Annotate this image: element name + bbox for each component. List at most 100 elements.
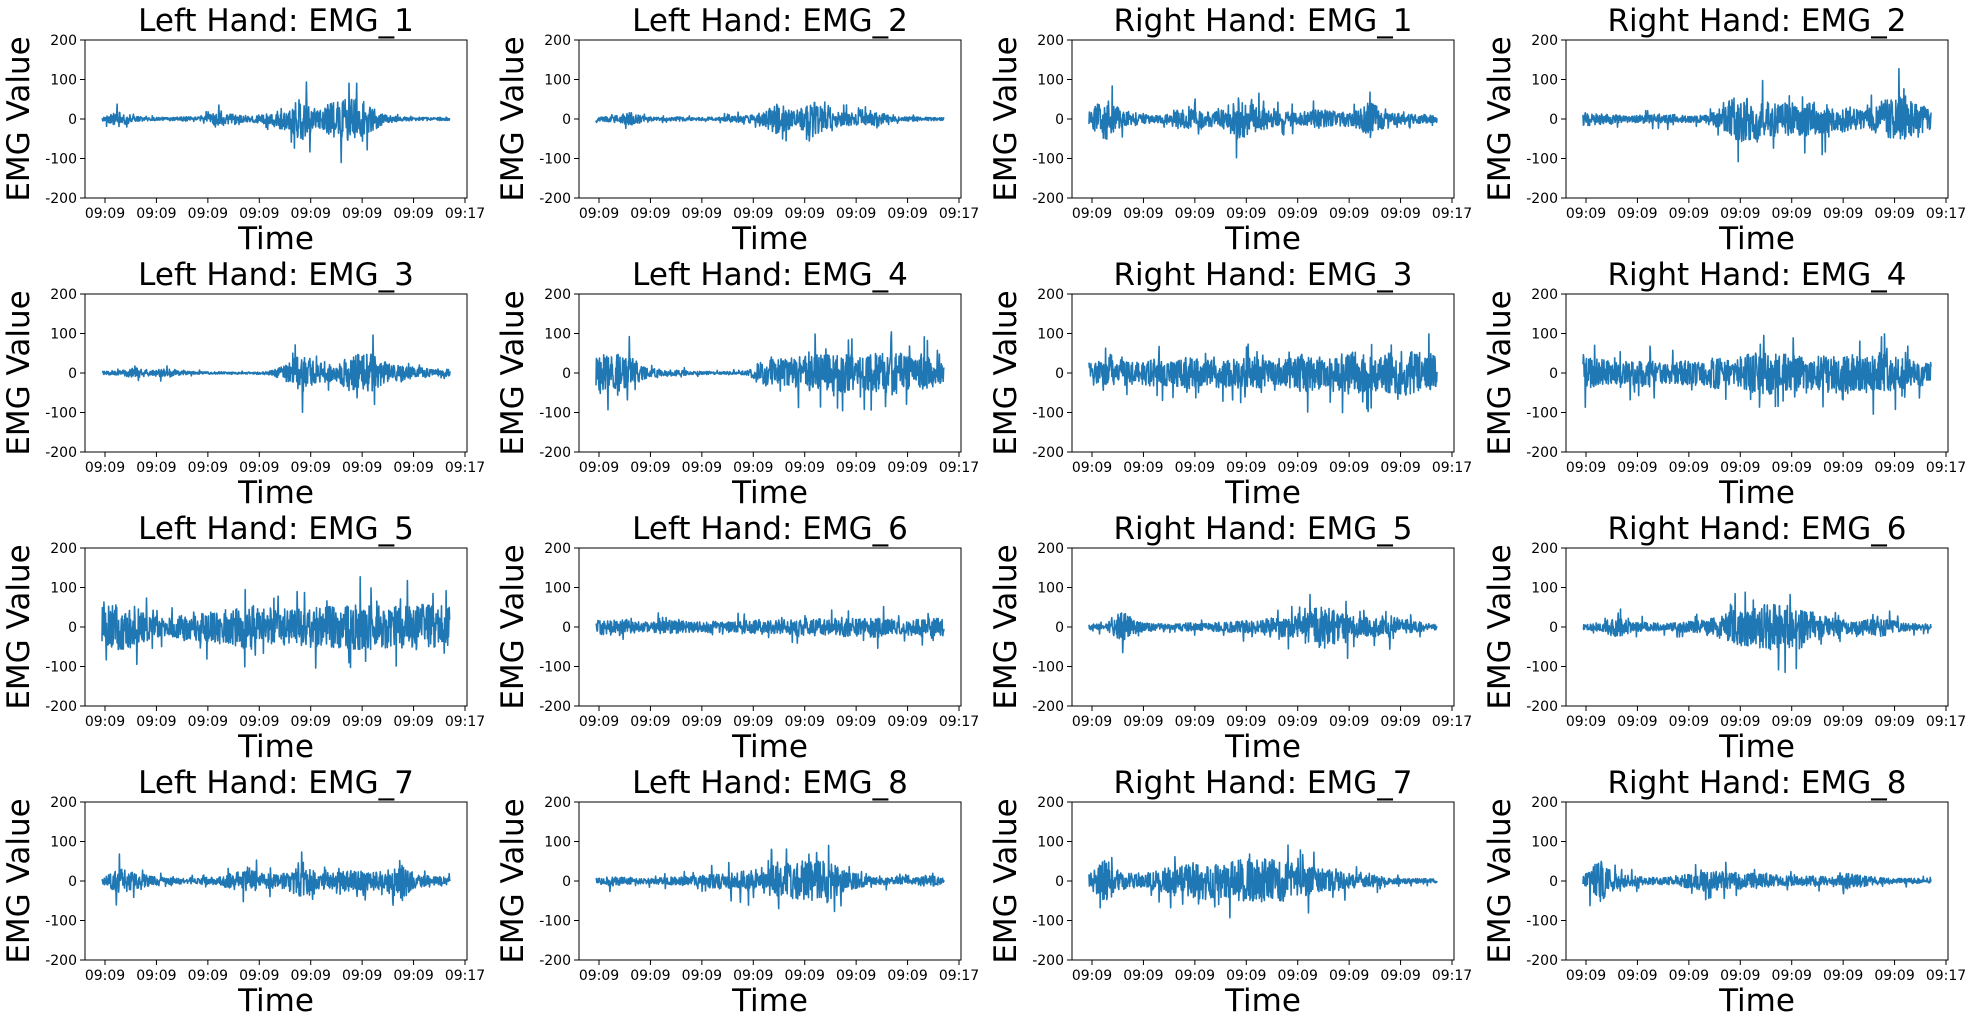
- y-tick-label: -100: [45, 406, 77, 422]
- emg-signal-line: [1582, 67, 1932, 163]
- y-tick-label: 0: [68, 874, 77, 890]
- subplot-title: Left Hand: EMG_8: [632, 765, 908, 801]
- y-tick-label: -200: [1526, 191, 1558, 207]
- x-tick-label: 09:09: [1823, 968, 1863, 984]
- emg-signal-line: [595, 844, 945, 913]
- x-tick-label: 09:09: [579, 968, 619, 984]
- y-axis-label: EMG Value: [495, 290, 531, 455]
- x-tick-label: 09:09: [1669, 206, 1709, 222]
- x-tick-label: 09:09: [1566, 460, 1606, 476]
- x-tick-label: 09:09: [1278, 968, 1318, 984]
- x-tick-label: 09:09: [630, 968, 670, 984]
- y-tick-label: 100: [1531, 835, 1558, 851]
- x-tick-label: 09:09: [630, 714, 670, 730]
- y-tick-label: 100: [544, 327, 571, 343]
- subplot-6: Left Hand: EMG_4 EMG Value Time 200 100 0 -100…: [495, 257, 979, 511]
- x-axis-label: Time: [1224, 475, 1301, 511]
- emg-signal-line: [1582, 591, 1932, 674]
- x-tick-label: 09:17: [1926, 968, 1966, 984]
- y-tick-label: 0: [1055, 620, 1064, 636]
- subplot-title: Right Hand: EMG_1: [1114, 3, 1413, 39]
- x-tick-label: 09:09: [1123, 460, 1163, 476]
- x-tick-label: 09:09: [1823, 206, 1863, 222]
- plot-frame: [578, 801, 962, 961]
- y-tick-label: -100: [45, 914, 77, 930]
- x-tick-label: 09:09: [239, 968, 279, 984]
- x-tick-label: 09:09: [1072, 714, 1112, 730]
- subplot-title: Left Hand: EMG_7: [138, 765, 414, 801]
- x-tick-label: 09:09: [682, 714, 722, 730]
- x-tick-label: 09:09: [682, 968, 722, 984]
- y-axis-label: EMG Value: [1, 36, 37, 201]
- x-tick-label: 09:17: [1926, 714, 1966, 730]
- x-tick-label: 09:09: [136, 968, 176, 984]
- subplot-4: Right Hand: EMG_2 EMG Value Time 200 100 0 -10…: [1482, 3, 1966, 257]
- y-axis-label: EMG Value: [988, 36, 1024, 201]
- x-tick-label: 09:09: [342, 714, 382, 730]
- y-tick-label: 200: [1531, 795, 1558, 811]
- x-tick-label: 09:09: [1226, 460, 1266, 476]
- plot-frame: [1565, 293, 1949, 453]
- y-axis-label: EMG Value: [988, 290, 1024, 455]
- y-axis-label: EMG Value: [1482, 798, 1518, 963]
- y-tick-label: -200: [1526, 699, 1558, 715]
- y-tick-label: 200: [1531, 541, 1558, 557]
- x-tick-label: 09:09: [733, 714, 773, 730]
- x-tick-label: 09:09: [1874, 714, 1914, 730]
- x-tick-label: 09:09: [1072, 968, 1112, 984]
- plot-frame: [84, 801, 468, 961]
- x-tick-label: 09:09: [1278, 714, 1318, 730]
- x-tick-label: 09:09: [1380, 714, 1420, 730]
- y-tick-label: 100: [1531, 581, 1558, 597]
- x-axis-label: Time: [731, 221, 808, 257]
- x-tick-label: 09:09: [291, 714, 331, 730]
- x-tick-label: 09:09: [136, 206, 176, 222]
- plot-frame: [578, 39, 962, 199]
- y-axis-label: EMG Value: [988, 798, 1024, 963]
- y-tick-label: 0: [68, 366, 77, 382]
- x-tick-label: 09:09: [1329, 460, 1369, 476]
- y-tick-label: -200: [45, 953, 77, 969]
- y-tick-label: -100: [1526, 660, 1558, 676]
- x-tick-label: 09:09: [1278, 460, 1318, 476]
- x-tick-label: 09:09: [785, 460, 825, 476]
- x-tick-label: 09:09: [630, 206, 670, 222]
- y-axis-label: EMG Value: [1482, 290, 1518, 455]
- x-tick-label: 09:17: [1432, 460, 1472, 476]
- y-tick-label: 200: [1037, 33, 1064, 49]
- x-tick-label: 09:17: [445, 206, 485, 222]
- x-tick-label: 09:09: [1617, 206, 1657, 222]
- x-tick-label: 09:09: [188, 714, 228, 730]
- x-tick-label: 09:09: [887, 206, 927, 222]
- subplot-title: Right Hand: EMG_2: [1608, 3, 1907, 39]
- y-tick-label: 0: [68, 112, 77, 128]
- subplot-3: Right Hand: EMG_1 EMG Value Time 200 100 0 -10…: [988, 3, 1472, 257]
- subplot-title: Left Hand: EMG_6: [632, 511, 908, 547]
- x-tick-label: 09:17: [1926, 460, 1966, 476]
- subplot-9: Left Hand: EMG_5 EMG Value Time 200 100 0 -100…: [1, 511, 485, 765]
- y-tick-label: 0: [562, 620, 571, 636]
- x-axis-label: Time: [1224, 221, 1301, 257]
- emg-signal-line: [101, 81, 451, 164]
- subplot-2: Left Hand: EMG_2 EMG Value Time 200 100 0 -100…: [495, 3, 979, 257]
- x-tick-label: 09:09: [579, 460, 619, 476]
- y-axis-label: EMG Value: [1482, 544, 1518, 709]
- x-axis-label: Time: [1718, 221, 1795, 257]
- x-tick-label: 09:09: [1123, 968, 1163, 984]
- y-tick-label: 100: [1037, 73, 1064, 89]
- x-tick-label: 09:09: [682, 206, 722, 222]
- y-tick-label: 200: [1037, 541, 1064, 557]
- x-tick-label: 09:09: [1175, 460, 1215, 476]
- x-tick-label: 09:09: [1566, 714, 1606, 730]
- y-tick-label: 100: [544, 73, 571, 89]
- y-axis-label: EMG Value: [1, 544, 37, 709]
- y-tick-label: 0: [1055, 112, 1064, 128]
- subplot-1: Left Hand: EMG_1 EMG Value Time 200 100 0 -100…: [1, 3, 485, 257]
- y-tick-label: 0: [1549, 620, 1558, 636]
- x-tick-label: 09:09: [393, 968, 433, 984]
- y-tick-label: -100: [1526, 152, 1558, 168]
- subplot-title: Left Hand: EMG_4: [632, 257, 908, 293]
- x-tick-label: 09:09: [1566, 968, 1606, 984]
- plot-frame: [1565, 39, 1949, 199]
- x-tick-label: 09:09: [887, 460, 927, 476]
